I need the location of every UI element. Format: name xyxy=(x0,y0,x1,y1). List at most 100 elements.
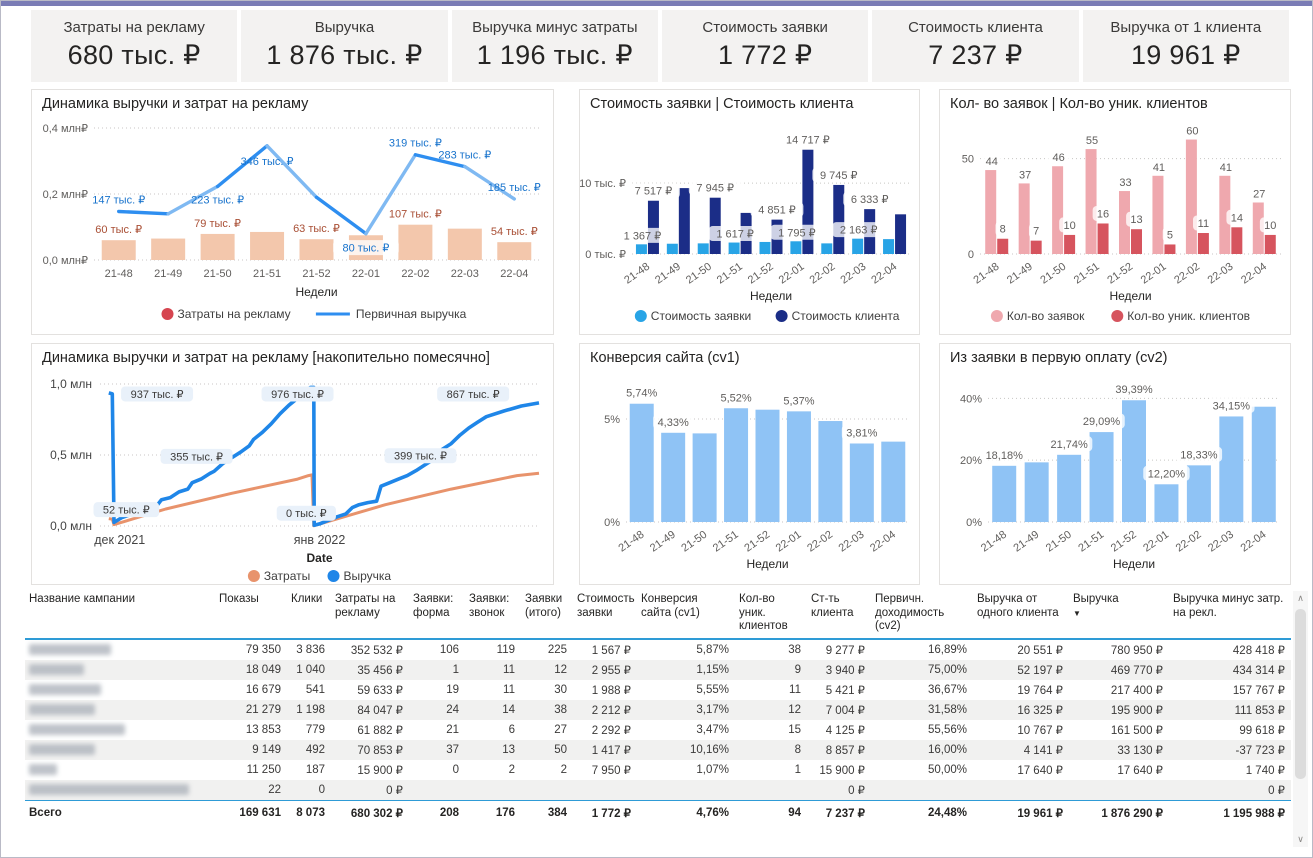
svg-text:60 тыс. ₽: 60 тыс. ₽ xyxy=(95,224,142,236)
table-cell xyxy=(871,780,973,801)
scroll-down-icon[interactable]: ∨ xyxy=(1297,834,1304,844)
svg-text:5,74%: 5,74% xyxy=(626,388,657,400)
table-row[interactable]: 22 0 0 ₽ 0 ₽ 0 ₽ xyxy=(25,779,1291,801)
column-header[interactable]: Выручка от одного клиента xyxy=(973,591,1069,640)
svg-text:Стоимость заявки: Стоимость заявки xyxy=(651,309,751,323)
chart-canvas-cv2[interactable]: 40% 20% 0% 18,18% 21,74% 29,09% 39,39% 12,20% 18… xyxy=(940,370,1290,584)
svg-text:41: 41 xyxy=(1153,162,1165,174)
table-row[interactable]: 21 279 1 198 84 047 ₽ 24 14 38 2 212 ₽ 3,17% 12 7… xyxy=(25,699,1291,720)
column-header[interactable]: Конверсия сайта (cv1) xyxy=(637,591,735,640)
sort-desc-icon[interactable]: ▼ xyxy=(1073,608,1081,618)
total-cell: 680 302 ₽ xyxy=(331,799,409,826)
table-cell: 15 900 ₽ xyxy=(819,764,865,777)
column-header[interactable]: Затраты на рекламу xyxy=(331,591,409,640)
svg-text:5,37%: 5,37% xyxy=(783,395,814,407)
chart-canvas-cost-lead-client[interactable]: 10 тыс. ₽ 0 тыс. ₽ 1 367 ₽ 1 617 ₽ 1 795 ₽ 2 … xyxy=(579,116,919,334)
table-scrollbar[interactable]: ∧ ∨ xyxy=(1293,591,1308,847)
campaign-name-redacted xyxy=(25,660,215,680)
svg-text:21-48: 21-48 xyxy=(617,529,647,555)
total-cell: 384 xyxy=(521,799,573,826)
svg-text:52 тыс. ₽: 52 тыс. ₽ xyxy=(103,505,150,517)
table-cell: 1,07% xyxy=(696,763,729,776)
table-cell: 0 ₽ xyxy=(1268,784,1285,797)
table-cell: 19 xyxy=(446,683,459,696)
table-cell xyxy=(465,780,521,801)
column-header[interactable]: Стоимость заявки xyxy=(573,591,637,640)
campaign-name-redacted xyxy=(25,740,215,760)
table-cell: 12 xyxy=(554,663,567,676)
chart-canvas-leads-unique-clients[interactable]: 50 0 44 37 46 55 33 41 60 41 27 8 7 10 16 13 5 11 14 10 21-4… xyxy=(940,116,1290,334)
column-header[interactable]: Заявки (итого) xyxy=(521,591,573,640)
table-row[interactable]: 13 853 779 61 882 ₽ 21 6 27 2 292 ₽ 3,47% 15 4 12… xyxy=(25,720,1291,740)
chart-panel-leads-unique-clients: Кол- во заявок | Кол-во уник. клиентов 5… xyxy=(939,89,1291,335)
column-header[interactable]: Заявки: форма xyxy=(409,591,465,640)
chart-canvas-dynamics-weekly[interactable]: 0,4 млн₽ 0,2 млн₽ 0,0 млн₽ 60 тыс. ₽ 79 тыс.… xyxy=(32,116,553,334)
svg-text:0 тыс. ₽: 0 тыс. ₽ xyxy=(585,249,626,261)
svg-text:6 333 ₽: 6 333 ₽ xyxy=(851,194,889,206)
table-cell: 11 250 xyxy=(246,763,281,776)
table-cell: 0 xyxy=(452,763,459,776)
table-cell: 99 618 ₽ xyxy=(1239,724,1285,737)
svg-text:21-48: 21-48 xyxy=(622,261,652,287)
chart-canvas-cumulative-monthly[interactable]: 1,0 млн 0,5 млн 0,0 млн 937 тыс. ₽ 52 тыс. ₽… xyxy=(32,370,553,584)
svg-text:11: 11 xyxy=(1198,218,1209,230)
column-header[interactable]: Первичн. доходимость (cv2) xyxy=(871,591,973,640)
svg-text:0,0 млн₽: 0,0 млн₽ xyxy=(43,255,88,267)
svg-text:22-04: 22-04 xyxy=(1239,529,1269,555)
table-row[interactable]: 11 250 187 15 900 ₽ 0 2 2 7 950 ₽ 1,07% 1 15 900 … xyxy=(25,760,1291,780)
table-cell: 19 764 ₽ xyxy=(1017,684,1063,697)
table-cell: 8 857 ₽ xyxy=(825,744,865,757)
table-cell: 52 197 ₽ xyxy=(1017,664,1063,677)
column-header[interactable]: Выручка минус затр. на рекл. xyxy=(1169,591,1291,640)
column-header[interactable]: Заявки: звонок xyxy=(465,591,521,640)
table-cell: 2 292 ₽ xyxy=(591,724,631,737)
svg-text:7 517 ₽: 7 517 ₽ xyxy=(635,186,673,198)
table-cell: 217 400 ₽ xyxy=(1110,684,1163,697)
table-cell: 1 xyxy=(794,763,801,776)
svg-text:22-02: 22-02 xyxy=(1174,529,1204,555)
table-cell: 55,56% xyxy=(927,723,967,736)
svg-text:21-50: 21-50 xyxy=(1038,261,1068,287)
svg-text:21-51: 21-51 xyxy=(1072,261,1102,287)
table-cell: 1 740 ₽ xyxy=(1245,764,1285,777)
table-cell: 18 049 xyxy=(245,663,281,676)
scroll-up-icon[interactable]: ∧ xyxy=(1297,593,1304,603)
svg-text:22-03: 22-03 xyxy=(837,529,867,555)
campaign-name-redacted xyxy=(25,760,215,780)
column-header[interactable]: Ст-ть клиента xyxy=(807,591,871,640)
column-header[interactable]: Кол-во уник. клиентов xyxy=(735,591,807,640)
chart-panel-dynamics-weekly: Динамика выручки и затрат на рекламу 0,4… xyxy=(31,89,554,335)
svg-text:5: 5 xyxy=(1167,229,1173,241)
svg-text:4 851 ₽: 4 851 ₽ xyxy=(758,205,796,217)
campaign-matrix: Название кампании Показы Клики Затраты на р… xyxy=(25,591,1291,826)
column-header[interactable]: Показы xyxy=(215,591,287,640)
table-cell: 21 xyxy=(446,723,459,736)
column-header[interactable]: Название кампании xyxy=(25,591,215,640)
svg-text:223 тыс. ₽: 223 тыс. ₽ xyxy=(191,194,244,206)
svg-text:21-51: 21-51 xyxy=(1076,529,1106,555)
chart-canvas-cv1[interactable]: 5% 0% 5,74% 4,33% 5,52% 5,37% 3,81% 21-48 21-49 2… xyxy=(580,370,919,584)
svg-text:20%: 20% xyxy=(960,455,982,467)
svg-text:22-01: 22-01 xyxy=(352,268,380,280)
column-header[interactable]: Выручка ▼ xyxy=(1069,591,1169,640)
table-row[interactable]: 18 049 1 040 35 456 ₽1 11 12 2 955 ₽1,15% 9 3 9… xyxy=(25,659,1291,680)
kpi-value: 7 237 ₽ xyxy=(928,40,1023,70)
table-cell: 779 xyxy=(305,723,325,736)
table-cell: 157 767 ₽ xyxy=(1232,684,1285,697)
svg-text:5%: 5% xyxy=(604,414,620,426)
table-row[interactable]: 16 679 541 59 633 ₽ 19 11 30 1 988 ₽ 5,55% 11 5 4… xyxy=(25,680,1291,700)
svg-text:107 тыс. ₽: 107 тыс. ₽ xyxy=(389,209,442,221)
svg-text:54 тыс. ₽: 54 тыс. ₽ xyxy=(491,226,538,238)
svg-text:7: 7 xyxy=(1033,226,1039,238)
svg-text:Недели: Недели xyxy=(1109,289,1151,303)
svg-text:22-03: 22-03 xyxy=(1206,261,1236,287)
svg-text:Недели: Недели xyxy=(750,289,792,303)
table-cell: 36,67% xyxy=(927,683,967,696)
svg-text:22-04: 22-04 xyxy=(868,529,898,555)
table-row[interactable]: 79 350 3 836 352 532 ₽ 106 119 225 1 567 ₽ 5,87… xyxy=(25,639,1291,660)
svg-text:0%: 0% xyxy=(604,517,620,529)
column-header[interactable]: Клики xyxy=(287,591,331,640)
table-cell: -37 723 ₽ xyxy=(1235,744,1285,757)
scrollbar-thumb[interactable] xyxy=(1295,609,1306,779)
table-row[interactable]: 9 149 492 70 853 ₽ 37 13 50 1 417 ₽ 10,16% 8 8 85… xyxy=(25,739,1291,760)
